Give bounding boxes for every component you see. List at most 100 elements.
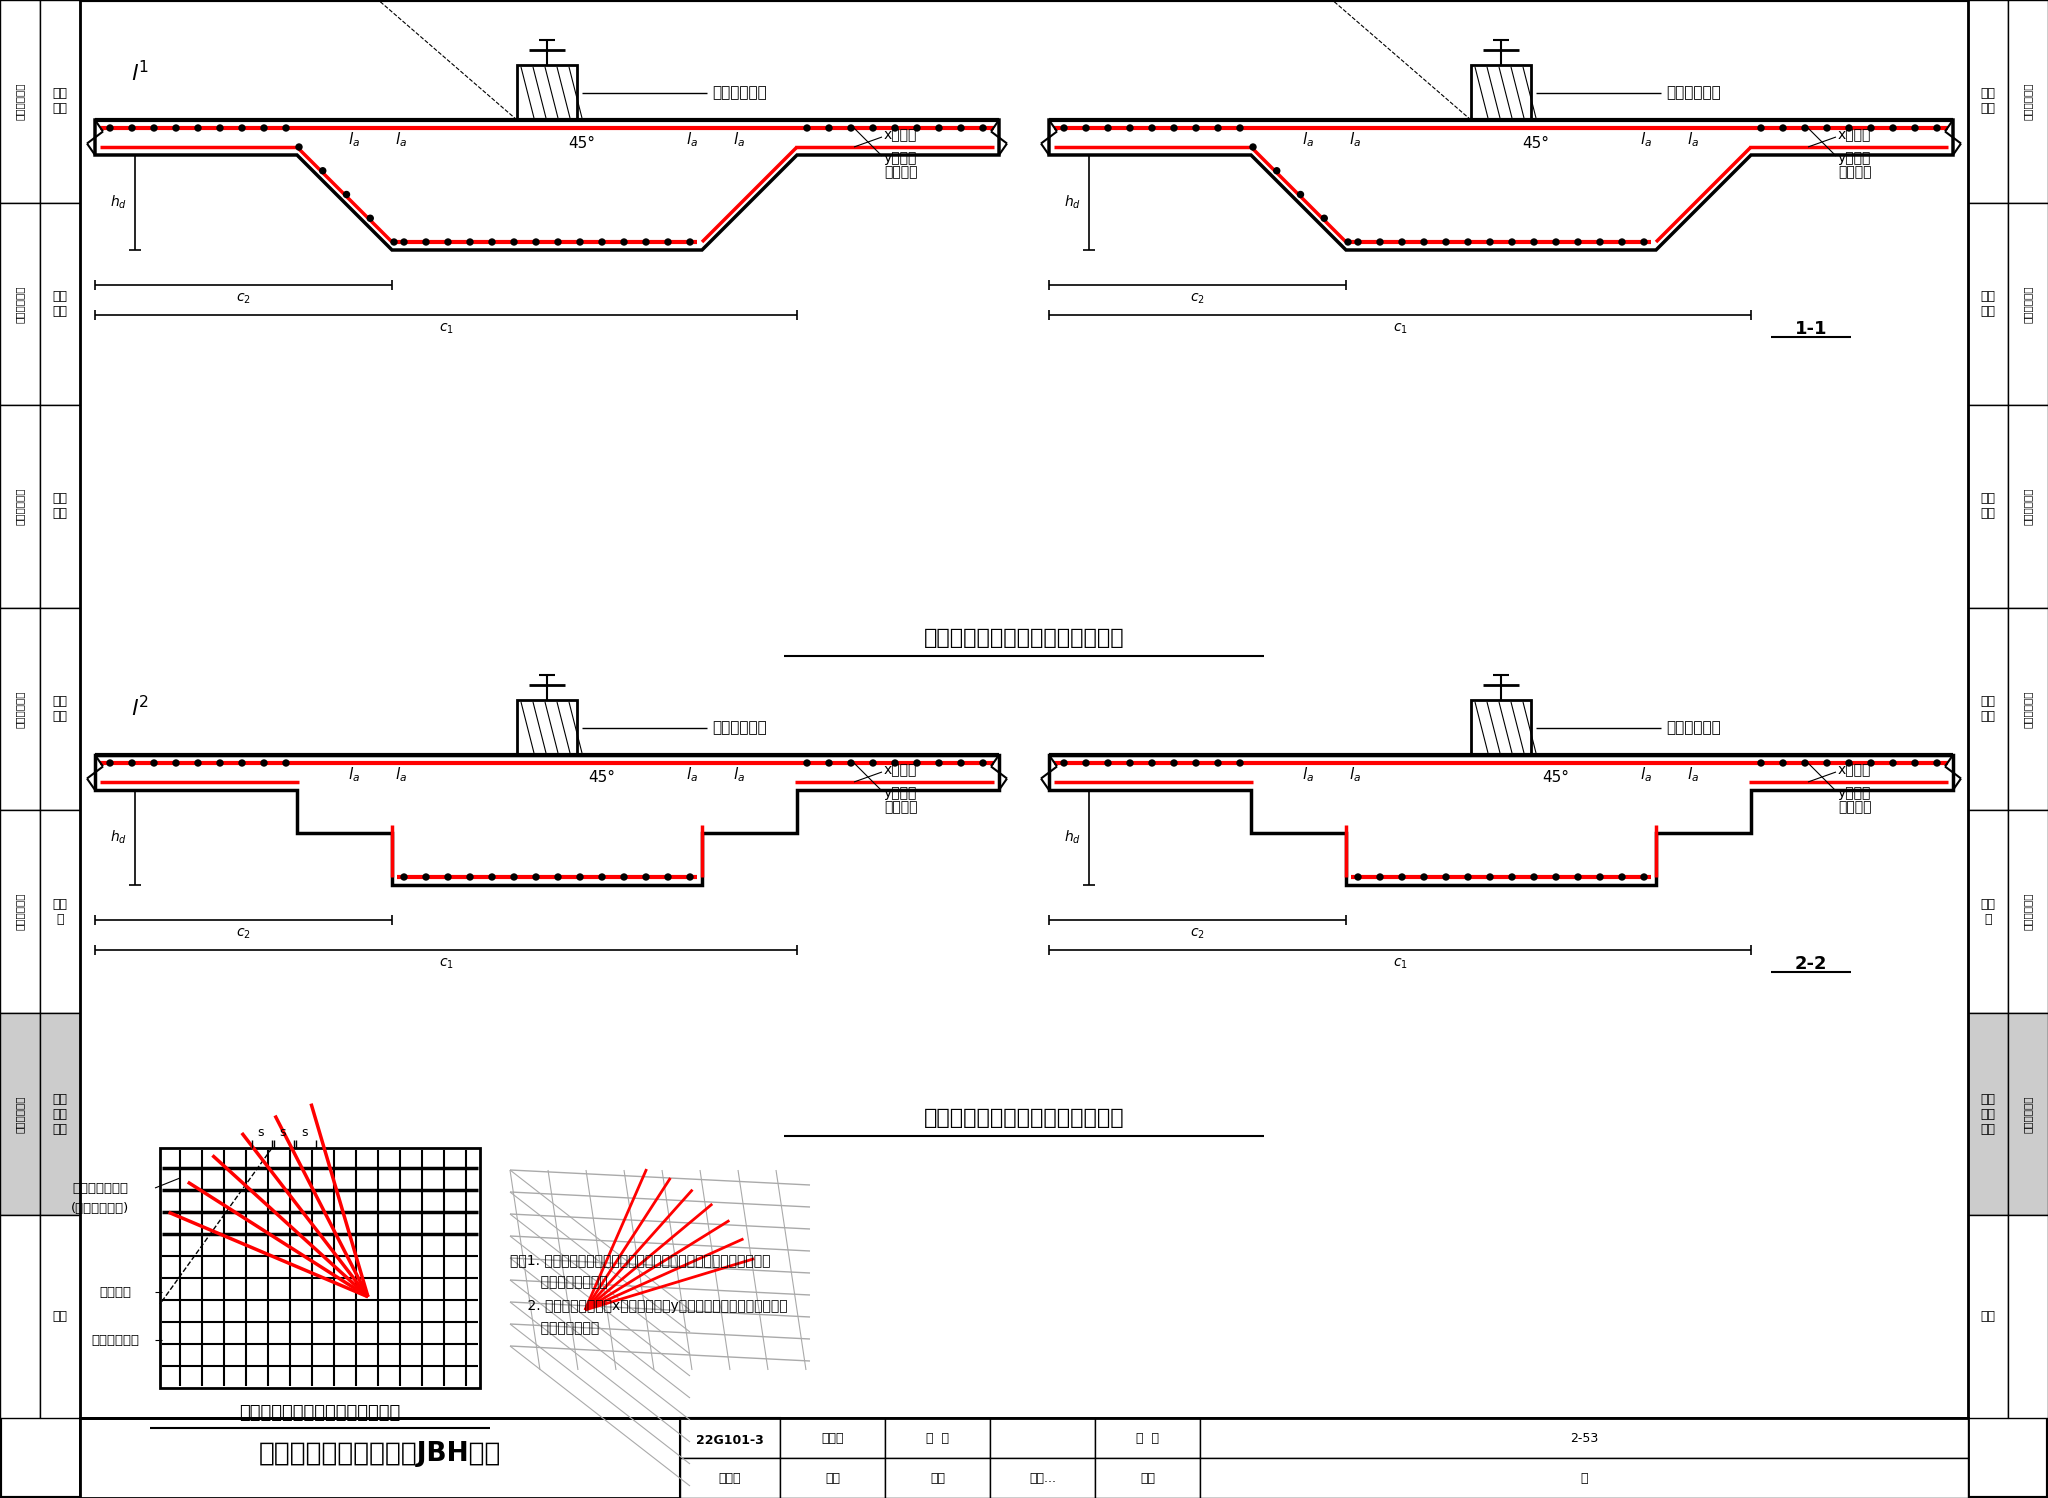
Text: 一般
构造: 一般 构造 [53, 87, 68, 115]
Circle shape [172, 124, 178, 130]
Bar [1968, 404, 2007, 608]
Text: 附录: 附录 [53, 1311, 68, 1323]
Circle shape [1321, 216, 1327, 222]
Bar [0, 202, 41, 404]
Bar [41, 0, 80, 202]
Circle shape [1126, 759, 1133, 765]
Text: 条形
基础: 条形 基础 [1980, 493, 1995, 520]
Text: $l_a$: $l_a$ [395, 765, 408, 785]
Circle shape [1421, 873, 1427, 879]
Circle shape [958, 759, 965, 765]
Text: 独立
基础: 独立 基础 [1980, 289, 1995, 318]
Circle shape [870, 759, 877, 765]
Circle shape [981, 759, 985, 765]
Text: 图集号: 图集号 [719, 1471, 741, 1485]
Text: 标准构造详图: 标准构造详图 [14, 1095, 25, 1132]
Text: $h_d$: $h_d$ [1065, 828, 1081, 846]
Bar [885, 1458, 989, 1498]
Circle shape [1597, 873, 1604, 879]
Text: $l_a$: $l_a$ [686, 130, 698, 150]
Circle shape [686, 873, 692, 879]
Circle shape [1890, 124, 1896, 130]
Circle shape [1552, 873, 1559, 879]
Circle shape [1597, 240, 1604, 246]
Circle shape [578, 240, 584, 246]
Text: 矩形柱或方柱: 矩形柱或方柱 [1665, 721, 1720, 736]
Text: 45°: 45° [588, 770, 616, 785]
Text: 标准构造详图: 标准构造详图 [2023, 893, 2034, 930]
Text: 桩基
础: 桩基 础 [53, 897, 68, 926]
Bar [516, 700, 578, 755]
Circle shape [1061, 124, 1067, 130]
Text: 筏板下部钢筋。: 筏板下部钢筋。 [510, 1321, 600, 1335]
Bar [1968, 0, 2007, 202]
Circle shape [283, 759, 289, 765]
Circle shape [1825, 759, 1831, 765]
Bar [2007, 608, 2048, 810]
Bar [2007, 810, 2048, 1013]
Text: $l_a$: $l_a$ [733, 765, 745, 785]
Circle shape [1757, 124, 1763, 130]
Bar [1096, 1458, 1200, 1498]
Bar [680, 1419, 780, 1498]
Text: 水平箍筋: 水平箍筋 [98, 1285, 131, 1299]
Text: 标准构造详图: 标准构造详图 [2023, 691, 2034, 728]
Circle shape [283, 124, 289, 130]
Circle shape [1913, 759, 1919, 765]
Text: 柱下筏板局部增加板厚角部放射筋: 柱下筏板局部增加板厚角部放射筋 [240, 1404, 401, 1422]
Circle shape [1487, 240, 1493, 246]
Circle shape [1171, 759, 1178, 765]
Circle shape [1376, 240, 1382, 246]
Circle shape [1194, 759, 1198, 765]
Bar [1470, 700, 1532, 755]
Text: $l_a$: $l_a$ [1688, 130, 1700, 150]
Polygon shape [94, 120, 999, 250]
Circle shape [489, 873, 496, 879]
Circle shape [1780, 124, 1786, 130]
Circle shape [401, 873, 408, 879]
Circle shape [1249, 144, 1255, 150]
Circle shape [1933, 759, 1939, 765]
Circle shape [870, 124, 877, 130]
Bar [41, 202, 80, 404]
Circle shape [444, 873, 451, 879]
Circle shape [1214, 124, 1221, 130]
Circle shape [424, 240, 428, 246]
Bar [41, 608, 80, 810]
Text: 基础
相关
构造: 基础 相关 构造 [53, 1092, 68, 1135]
Circle shape [1845, 759, 1851, 765]
Text: 基坑角部放射筋: 基坑角部放射筋 [72, 1182, 127, 1194]
Text: $l_a$: $l_a$ [1350, 130, 1362, 150]
Bar [41, 1215, 80, 1419]
Circle shape [598, 240, 604, 246]
Text: 标准构造详图: 标准构造详图 [2023, 1095, 2034, 1132]
Bar [41, 404, 80, 608]
Circle shape [106, 759, 113, 765]
Text: $l^2$: $l^2$ [131, 695, 150, 721]
Circle shape [129, 124, 135, 130]
Text: $c_2$: $c_2$ [1190, 927, 1204, 941]
Circle shape [1298, 192, 1303, 198]
Circle shape [825, 759, 831, 765]
Circle shape [319, 168, 326, 174]
Text: 筏形
基础: 筏形 基础 [53, 695, 68, 724]
Circle shape [893, 124, 897, 130]
Text: s: s [258, 1126, 264, 1140]
Circle shape [1509, 240, 1516, 246]
Bar [680, 1419, 780, 1458]
Text: s: s [301, 1126, 309, 1140]
Circle shape [532, 240, 539, 246]
Circle shape [555, 240, 561, 246]
Text: 标准构造详图: 标准构造详图 [2023, 488, 2034, 526]
Circle shape [1802, 124, 1808, 130]
Circle shape [129, 759, 135, 765]
Circle shape [424, 873, 428, 879]
Text: 45°: 45° [1522, 135, 1550, 150]
Text: 1-1: 1-1 [1794, 321, 1827, 339]
Circle shape [1399, 240, 1405, 246]
Bar [1968, 608, 2007, 810]
Text: $l_a$: $l_a$ [1350, 765, 1362, 785]
Bar [2007, 1013, 2048, 1215]
Circle shape [958, 124, 965, 130]
Text: 筏形
基础: 筏形 基础 [1980, 695, 1995, 724]
